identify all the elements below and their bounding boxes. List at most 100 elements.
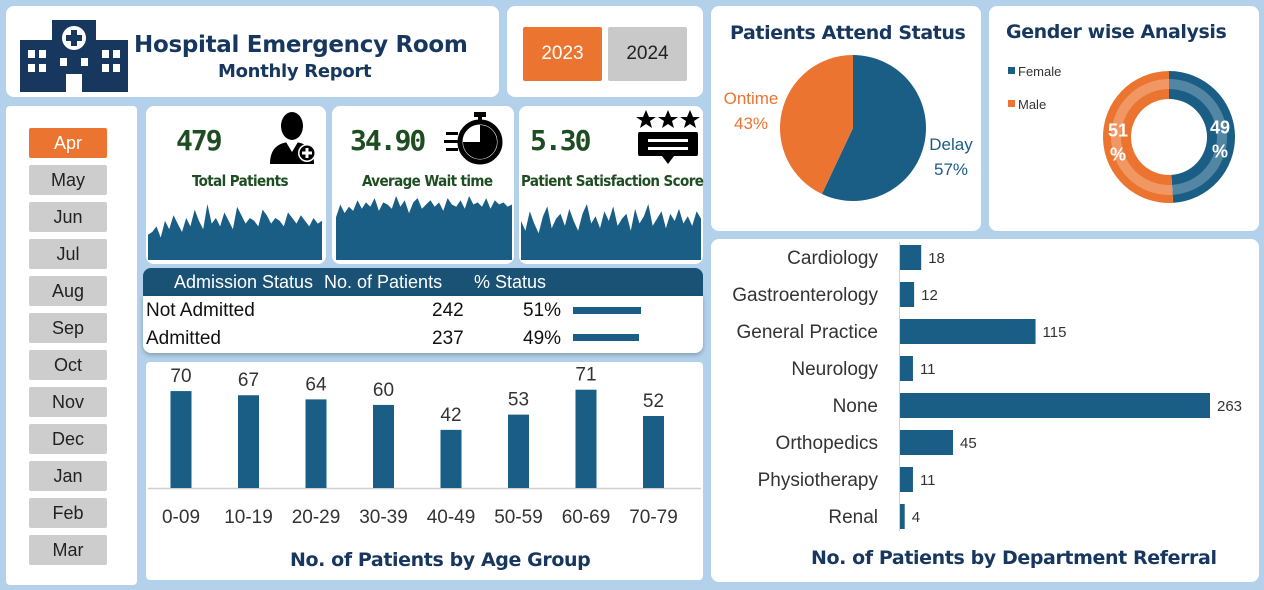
month-button-feb[interactable]: Feb	[29, 498, 107, 528]
gender-title: Gender wise Analysis	[1006, 21, 1227, 43]
pie-slice-ontime	[780, 55, 853, 195]
age-bar-60-69	[575, 389, 597, 488]
dept-category-label: None	[833, 396, 878, 417]
month-button-sep[interactable]: Sep	[29, 313, 107, 343]
month-button-dec[interactable]: Dec	[29, 424, 107, 454]
donut-slice-female	[1169, 71, 1236, 203]
year-button-2023[interactable]: 2023	[523, 27, 602, 81]
month-button-aug[interactable]: Aug	[29, 276, 107, 306]
col-header-pct: % Status	[474, 272, 547, 292]
row-status: Admitted	[146, 328, 221, 349]
row-pct: 49%	[523, 328, 562, 349]
age-tick-label: 10-19	[224, 507, 273, 528]
age-tick-label: 60-69	[562, 507, 611, 528]
row-patients: 242	[432, 300, 464, 321]
sparkline-area	[148, 204, 322, 260]
donut-slice-male	[1103, 71, 1174, 203]
month-button-mar[interactable]: Mar	[29, 535, 107, 565]
age-bar-value-label: 42	[440, 405, 461, 426]
row-status: Not Admitted	[146, 300, 255, 321]
age-bar-0-09	[170, 391, 192, 488]
age-group-chart-card: 70 0-09 67 10-19 64 20-29 60 30-39 42 40-49 53 50-5…	[146, 362, 703, 580]
admission-table-header: Admission Status No. of Patients % Statu…	[143, 268, 703, 296]
month-button-jun[interactable]: Jun	[29, 202, 107, 232]
dept-bar-value-label: 45	[960, 435, 977, 452]
pie-label-name: Ontime	[724, 89, 779, 108]
dept-bar-value-label: 115	[1043, 324, 1067, 341]
donut-label-percent: %	[1212, 141, 1228, 161]
sparkline-area	[521, 204, 701, 260]
department-chart-card: Cardiology 18 Gastroenterology 12 General Pr…	[711, 239, 1259, 582]
month-button-jan[interactable]: Jan	[29, 461, 107, 491]
legend-male-swatch	[1008, 100, 1015, 107]
age-bar-50-59	[508, 414, 529, 488]
month-button-apr[interactable]: Apr	[29, 128, 107, 158]
age-bar-20-29	[305, 399, 327, 488]
age-tick-label: 40-49	[427, 507, 476, 528]
row-pct-bar	[573, 334, 639, 341]
dept-category-label: Renal	[828, 507, 878, 528]
pie-label-value: 43%	[734, 114, 768, 133]
month-button-may[interactable]: May	[29, 165, 107, 195]
age-group-chart: 70 0-09 67 10-19 64 20-29 60 30-39 42 40-49 53 50-5…	[148, 365, 701, 528]
dept-bar-gastroenterology	[900, 282, 915, 307]
kpi-satisfaction-label: Patient Satisfaction Score	[521, 172, 704, 190]
age-tick-label: 50-59	[494, 507, 543, 528]
kpi-total-patients-value: 479	[176, 124, 223, 157]
pie-slice-delay	[821, 55, 926, 201]
year-button-2024[interactable]: 2024	[608, 27, 687, 81]
department-chart-title: No. of Patients by Department Referral	[811, 547, 1217, 569]
row-pct-bar	[573, 307, 641, 314]
attend-status-title: Patients Attend Status	[730, 22, 966, 44]
rating-stars-icon	[636, 110, 700, 164]
dept-bar-none	[900, 393, 1210, 418]
donut-label-value: 49	[1210, 117, 1230, 137]
sparkline-wait-time	[336, 196, 512, 260]
sparkline-area	[336, 196, 512, 260]
dept-bar-orthopedics	[900, 430, 954, 455]
attend-status-pie: Delay 57% Ontime 43%	[724, 55, 973, 201]
dept-category-label: Neurology	[791, 359, 878, 380]
donut-label-percent: %	[1110, 145, 1126, 165]
month-button-oct[interactable]: Oct	[29, 350, 107, 380]
age-bar-value-label: 60	[373, 380, 394, 401]
kpi-total-patients-label: Total Patients	[192, 172, 288, 190]
stopwatch-icon	[444, 112, 503, 165]
kpi-wait-time-label: Average Wait time	[362, 172, 493, 190]
month-button-nov[interactable]: Nov	[29, 387, 107, 417]
age-bar-10-19	[238, 395, 259, 488]
admission-table-body: Not Admitted 242 51% Admitted 237 49%	[143, 296, 703, 353]
pie-label-value: 57%	[934, 160, 968, 179]
donut-inner-ring	[1111, 79, 1227, 195]
age-tick-label: 30-39	[359, 507, 408, 528]
dept-category-label: Gastroenterology	[732, 285, 878, 306]
doctor-icon	[270, 112, 316, 164]
col-header-patients: No. of Patients	[324, 272, 443, 292]
page-subtitle: Monthly Report	[218, 61, 372, 82]
age-group-chart-title: No. of Patients by Age Group	[290, 549, 591, 571]
dept-bar-value-label: 11	[920, 472, 936, 489]
gender-donut: 49% 51%	[1103, 71, 1236, 203]
header-card	[6, 6, 499, 97]
col-header-status: Admission Status	[174, 272, 314, 292]
attend-status-card: Delay 57% Ontime 43%	[711, 6, 981, 231]
page-title: Hospital Emergency Room	[134, 32, 468, 58]
age-tick-label: 20-29	[292, 507, 341, 528]
dept-category-label: Cardiology	[787, 248, 878, 269]
month-button-jul[interactable]: Jul	[29, 239, 107, 269]
row-patients: 237	[432, 328, 464, 349]
pie-label-name: Delay	[929, 135, 973, 154]
dept-bar-value-label: 11	[920, 361, 936, 378]
hospital-icon	[20, 20, 128, 92]
kpi-wait-time-value: 34.90	[350, 124, 426, 157]
dept-bar-physiotherapy	[900, 467, 913, 492]
dept-bar-value-label: 12	[921, 287, 938, 304]
dept-bar-value-label: 4	[912, 509, 920, 526]
gender-card: 49% 51%	[989, 6, 1259, 231]
row-pct: 51%	[523, 300, 562, 321]
donut-label-value: 51	[1108, 121, 1128, 141]
age-bar-value-label: 67	[238, 370, 259, 391]
age-bar-value-label: 64	[305, 374, 327, 395]
age-bar-70-79	[643, 416, 664, 488]
legend-male-label: Male	[1018, 97, 1047, 112]
